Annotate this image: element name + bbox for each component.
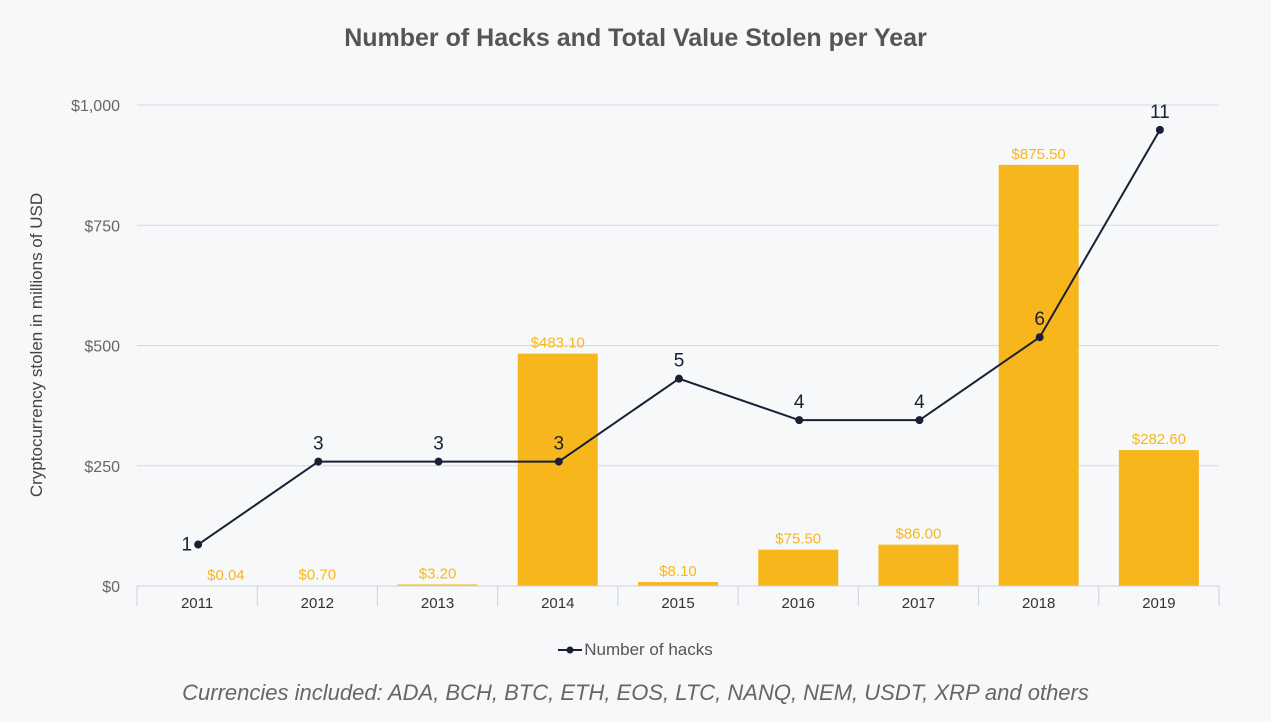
x-tick-label: 2017 bbox=[902, 595, 935, 612]
legend-line-marker bbox=[558, 646, 583, 654]
y-tick-label: $750 bbox=[84, 218, 120, 235]
bar-value-label: $8.10 bbox=[659, 563, 697, 580]
legend-item-number-of-hacks: Number of hacks bbox=[584, 640, 713, 659]
hacks-count-label: 4 bbox=[794, 392, 805, 413]
y-tick-label: $500 bbox=[84, 339, 120, 356]
hacks-point bbox=[795, 416, 804, 425]
bar-value-label: $0.04 bbox=[207, 567, 245, 584]
bar bbox=[998, 164, 1079, 586]
x-tick-label: 2018 bbox=[1022, 595, 1055, 612]
chart-title: Number of Hacks and Total Value Stolen p… bbox=[344, 24, 927, 52]
hacks-point bbox=[314, 457, 323, 466]
x-tick-label: 2016 bbox=[782, 595, 815, 612]
hacks-count-label: 3 bbox=[553, 434, 564, 455]
hacks-count-label: 4 bbox=[914, 392, 925, 413]
bar-value-label: $86.00 bbox=[895, 526, 941, 543]
bar bbox=[517, 353, 598, 586]
x-tick-label: 2012 bbox=[301, 595, 334, 612]
hacks-count-label: 3 bbox=[433, 434, 444, 455]
y-tick-label: $1,000 bbox=[71, 98, 120, 115]
hacks-count-label: 11 bbox=[1150, 102, 1170, 123]
legend: Number of hacks bbox=[0, 640, 1271, 660]
x-tick-label: 2011 bbox=[181, 595, 213, 612]
hacks-point bbox=[194, 540, 203, 549]
footnote: Currencies included: ADA, BCH, BTC, ETH,… bbox=[182, 680, 1089, 705]
hacks-point bbox=[675, 374, 683, 383]
x-tick-label: 2014 bbox=[541, 595, 574, 612]
x-tick-label: 2013 bbox=[421, 595, 454, 612]
hacks-count-label: 3 bbox=[313, 434, 324, 455]
bar-value-label: $483.10 bbox=[531, 335, 585, 352]
hacks-point bbox=[915, 416, 924, 425]
hacks-point bbox=[434, 457, 443, 466]
y-tick-label: $0 bbox=[102, 579, 120, 596]
bar-value-label: $875.50 bbox=[1012, 146, 1066, 163]
hacks-point bbox=[1035, 333, 1044, 342]
bar-value-label: $0.70 bbox=[299, 567, 337, 584]
hacks-count-label: 1 bbox=[182, 535, 193, 556]
bar bbox=[878, 544, 959, 586]
bar-value-label: $282.60 bbox=[1132, 431, 1186, 448]
x-tick-label: 2019 bbox=[1142, 595, 1175, 612]
bar bbox=[758, 549, 839, 586]
y-tick-label: $250 bbox=[84, 459, 120, 476]
hacks-count-label: 5 bbox=[674, 351, 685, 372]
bar-value-label: $3.20 bbox=[419, 565, 457, 582]
x-tick-label: 2015 bbox=[661, 595, 694, 612]
bar bbox=[397, 584, 478, 586]
hacks-count-label: 6 bbox=[1034, 309, 1045, 330]
hacks-point bbox=[554, 457, 563, 466]
bar bbox=[638, 582, 718, 586]
bar bbox=[1118, 450, 1199, 586]
hacks-point bbox=[1155, 125, 1164, 134]
bar-value-label: $75.50 bbox=[775, 531, 821, 548]
